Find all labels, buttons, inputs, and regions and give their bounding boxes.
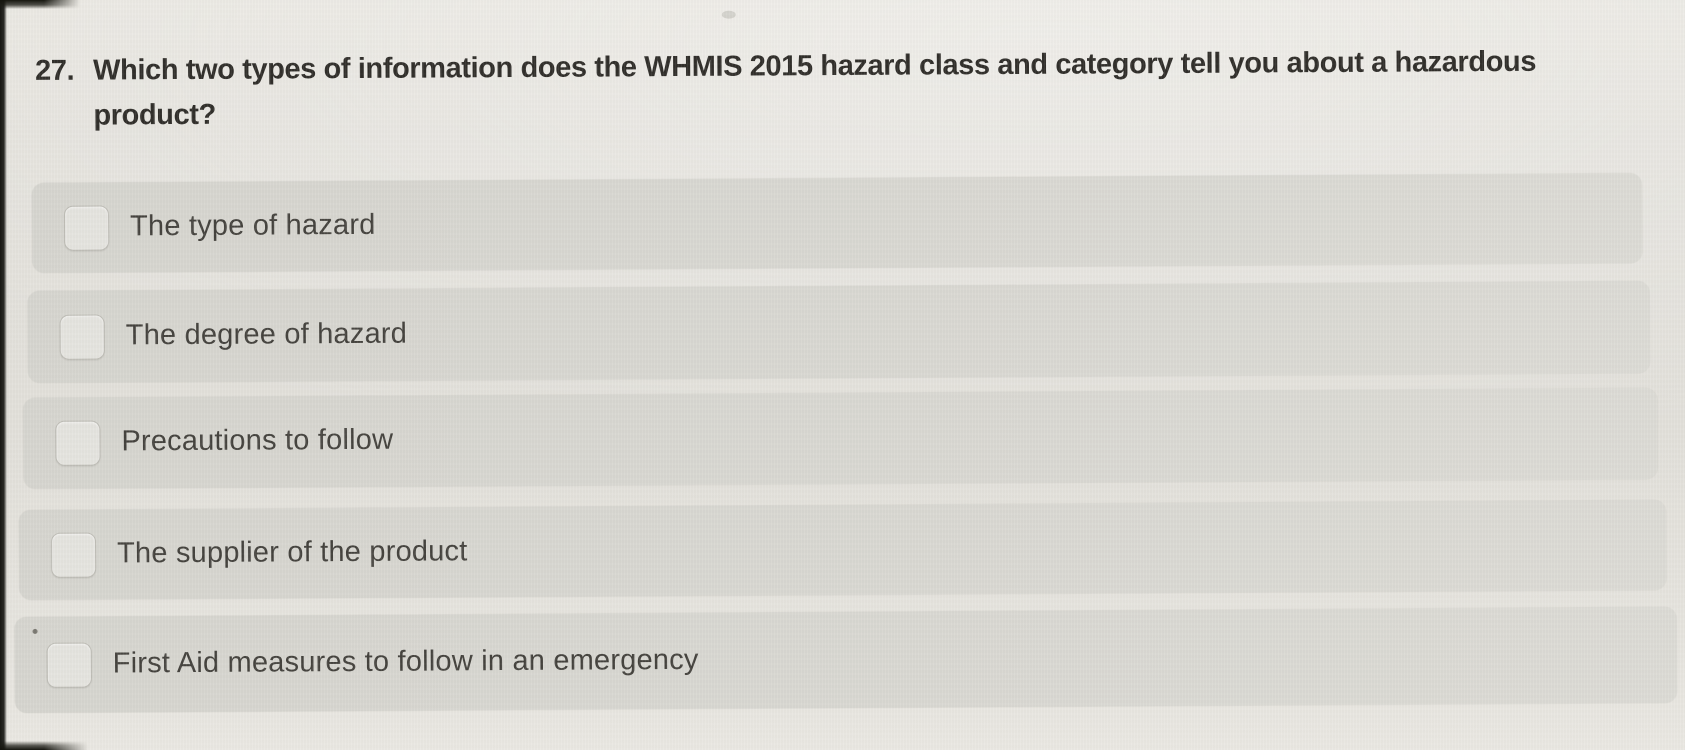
question: 27. Which two types of information does … — [35, 40, 1536, 139]
answer-options-list: The type of hazard The degree of hazard … — [0, 173, 1685, 714]
checkbox-unchecked[interactable] — [46, 642, 92, 688]
checkbox-unchecked[interactable] — [63, 204, 110, 251]
option-row-degree-of-hazard[interactable]: The degree of hazard — [27, 281, 1651, 383]
dust-speck — [32, 628, 38, 634]
option-label: The degree of hazard — [125, 317, 408, 351]
photo-edge-artifact-left — [0, 0, 7, 750]
option-label: The type of hazard — [129, 208, 376, 242]
question-text-line-1: Which two types of information does the … — [93, 45, 1537, 87]
option-label: Precautions to follow — [121, 423, 394, 458]
photo-edge-artifact-bottom-left — [0, 741, 88, 750]
option-row-type-of-hazard[interactable]: The type of hazard — [31, 173, 1643, 273]
option-label: First Aid measures to follow in an emerg… — [112, 643, 699, 679]
question-number: 27. — [35, 54, 75, 87]
question-text-line-2: product? — [93, 98, 216, 132]
option-row-first-aid[interactable]: First Aid measures to follow in an emerg… — [14, 606, 1678, 714]
checkbox-unchecked[interactable] — [59, 314, 105, 360]
option-row-precautions[interactable]: Precautions to follow — [23, 388, 1658, 490]
option-row-supplier[interactable]: The supplier of the product — [18, 499, 1667, 601]
checkbox-unchecked[interactable] — [50, 532, 97, 578]
option-label: The supplier of the product — [116, 534, 468, 569]
question-text: Which two types of information does the … — [93, 40, 1536, 139]
photo-edge-artifact-top-left — [0, 0, 80, 9]
checkbox-unchecked[interactable] — [55, 420, 101, 466]
screen-smudge — [721, 10, 736, 19]
